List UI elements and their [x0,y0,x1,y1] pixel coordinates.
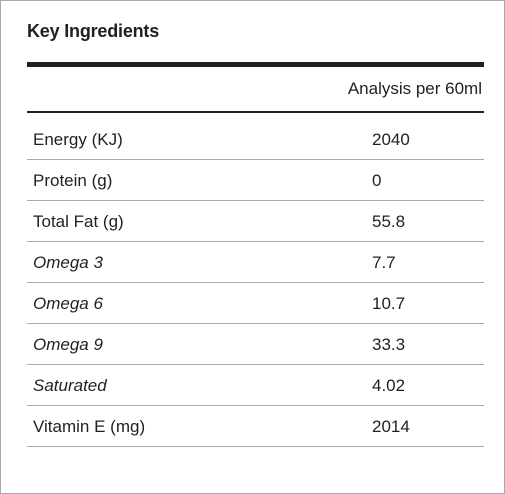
title-divider [27,62,484,67]
table-row: Total Fat (g) 55.8 [27,201,484,242]
row-value: 0 [372,171,382,190]
table-row: Protein (g) 0 [27,160,484,201]
header-divider [27,111,484,113]
ingredients-table: Energy (KJ) 2040 Protein (g) 0 Total Fat (g)… [27,119,484,447]
row-value: 10.7 [372,294,406,313]
column-header: Analysis per 60ml [347,79,482,98]
table-row: Saturated 4.02 [27,365,484,406]
row-label: Vitamin E (mg) [33,417,146,436]
row-value: 2040 [372,130,410,149]
row-label: Omega 6 [33,294,103,313]
row-value: 55.8 [372,212,406,231]
row-value: 7.7 [372,253,396,272]
table-row: Omega 9 33.3 [27,324,484,365]
table-row: Vitamin E (mg) 2014 [27,406,484,447]
row-value: 33.3 [372,335,406,354]
table-row: Omega 3 7.7 [27,242,484,283]
row-value: 2014 [372,417,410,436]
table-row: Energy (KJ) 2040 [27,119,484,160]
row-label: Total Fat (g) [33,212,124,231]
row-label: Protein (g) [33,171,113,190]
panel-title: Key Ingredients [27,21,160,41]
row-label: Omega 9 [33,335,103,354]
row-value: 4.02 [372,376,406,395]
row-label: Energy (KJ) [33,130,123,149]
row-label: Saturated [33,376,107,395]
row-label: Omega 3 [33,253,103,272]
table-row: Omega 6 10.7 [27,283,484,324]
